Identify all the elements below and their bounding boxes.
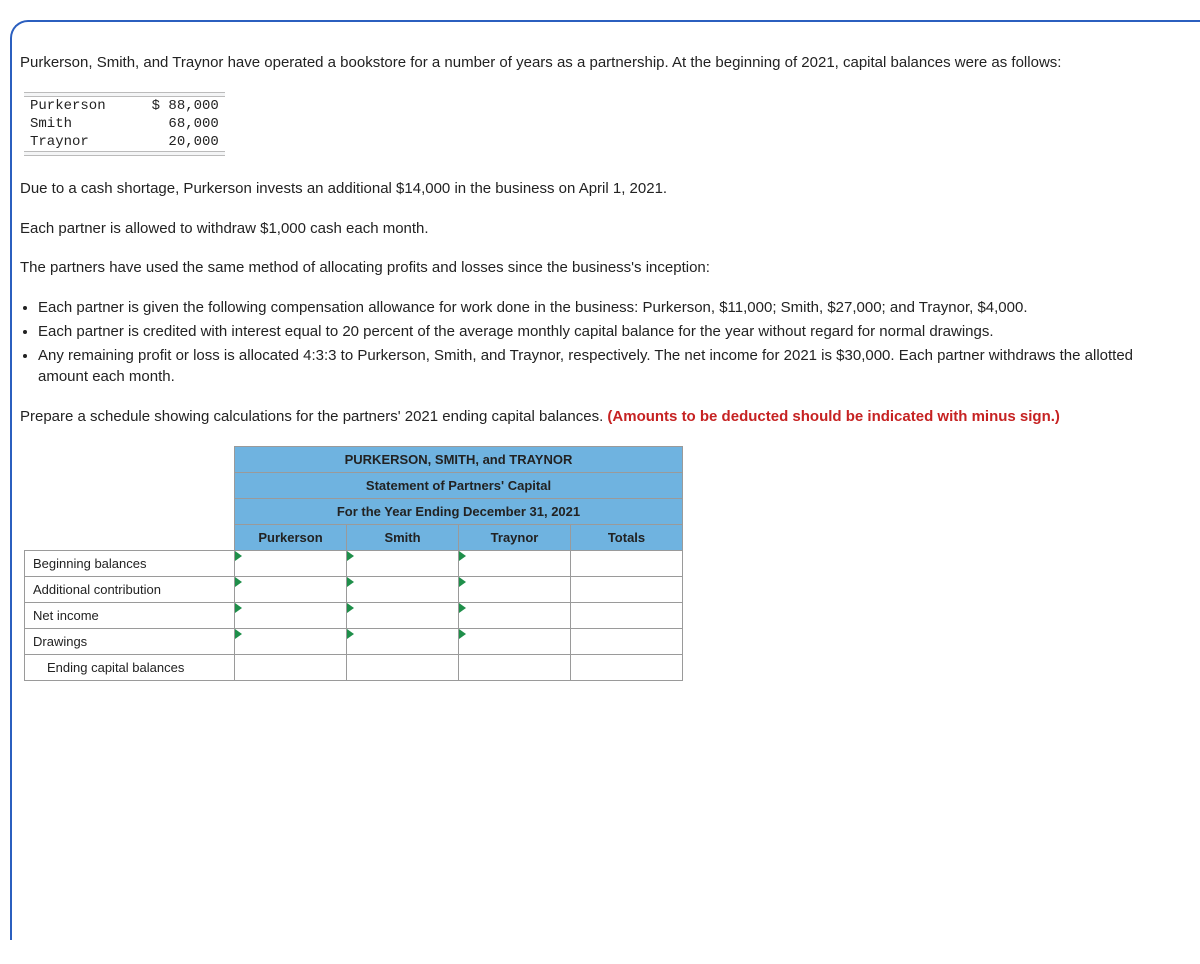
entry-marker-icon: [235, 603, 242, 613]
entry-marker-icon: [347, 603, 354, 613]
entry-marker-icon: [459, 551, 466, 561]
allocation-bullets: Each partner is given the following comp…: [38, 297, 1170, 388]
input-cell[interactable]: [459, 602, 571, 628]
table-row: Beginning balances: [25, 550, 683, 576]
prepare-paragraph: Prepare a schedule showing calculations …: [20, 406, 1170, 428]
row-label: Beginning balances: [25, 550, 235, 576]
withdraw-paragraph: Each partner is allowed to withdraw $1,0…: [20, 218, 1170, 240]
partner-amount: $ 88,000: [112, 96, 225, 115]
totals-cell: [571, 550, 683, 576]
partner-amount: 68,000: [112, 115, 225, 133]
entry-marker-icon: [235, 577, 242, 587]
entry-marker-icon: [347, 551, 354, 561]
prepare-text: Prepare a schedule showing calculations …: [20, 408, 607, 425]
input-cell[interactable]: [235, 602, 347, 628]
input-cell[interactable]: [347, 628, 459, 654]
input-cell[interactable]: [347, 602, 459, 628]
list-item: Any remaining profit or loss is allocate…: [38, 345, 1170, 389]
statement-title-1: PURKERSON, SMITH, and TRAYNOR: [235, 446, 683, 472]
table-row: Smith 68,000: [24, 115, 225, 133]
col-header: Smith: [347, 524, 459, 550]
question-frame: Purkerson, Smith, and Traynor have opera…: [10, 20, 1200, 940]
cash-shortage-paragraph: Due to a cash shortage, Purkerson invest…: [20, 178, 1170, 200]
statement-title-2: Statement of Partners' Capital: [235, 472, 683, 498]
col-header: Traynor: [459, 524, 571, 550]
row-label: Additional contribution: [25, 576, 235, 602]
input-cell[interactable]: [459, 550, 571, 576]
input-cell[interactable]: [347, 576, 459, 602]
red-instruction: (Amounts to be deducted should be indica…: [607, 408, 1060, 425]
input-cell[interactable]: [235, 576, 347, 602]
intro-paragraph: Purkerson, Smith, and Traynor have opera…: [20, 52, 1170, 74]
entry-marker-icon: [347, 577, 354, 587]
entry-marker-icon: [347, 629, 354, 639]
input-cell[interactable]: [347, 550, 459, 576]
table-row: Traynor 20,000: [24, 133, 225, 152]
entry-marker-icon: [235, 551, 242, 561]
list-item: Each partner is credited with interest e…: [38, 321, 1170, 343]
totals-cell: [235, 654, 347, 680]
entry-marker-icon: [235, 629, 242, 639]
totals-cell: [571, 628, 683, 654]
col-header: Purkerson: [235, 524, 347, 550]
table-row: Additional contribution: [25, 576, 683, 602]
table-row: Drawings: [25, 628, 683, 654]
input-cell[interactable]: [235, 550, 347, 576]
row-label: Net income: [25, 602, 235, 628]
col-header: Totals: [571, 524, 683, 550]
opening-balances-table: Purkerson $ 88,000 Smith 68,000 Traynor …: [24, 92, 225, 156]
statement-title-3: For the Year Ending December 31, 2021: [235, 498, 683, 524]
table-row: Net income: [25, 602, 683, 628]
partner-name: Purkerson: [24, 96, 112, 115]
row-label: Ending capital balances: [25, 654, 235, 680]
statement-table: PURKERSON, SMITH, and TRAYNOR Statement …: [24, 446, 683, 681]
totals-cell: [571, 654, 683, 680]
partner-name: Traynor: [24, 133, 112, 152]
totals-cell: [571, 576, 683, 602]
row-label: Drawings: [25, 628, 235, 654]
table-row: Purkerson $ 88,000: [24, 96, 225, 115]
entry-marker-icon: [459, 577, 466, 587]
table-row: Ending capital balances: [25, 654, 683, 680]
totals-cell: [571, 602, 683, 628]
totals-cell: [347, 654, 459, 680]
input-cell[interactable]: [459, 576, 571, 602]
totals-cell: [459, 654, 571, 680]
entry-marker-icon: [459, 629, 466, 639]
list-item: Each partner is given the following comp…: [38, 297, 1170, 319]
method-paragraph: The partners have used the same method o…: [20, 257, 1170, 279]
entry-marker-icon: [459, 603, 466, 613]
partner-amount: 20,000: [112, 133, 225, 152]
partner-name: Smith: [24, 115, 112, 133]
input-cell[interactable]: [459, 628, 571, 654]
input-cell[interactable]: [235, 628, 347, 654]
